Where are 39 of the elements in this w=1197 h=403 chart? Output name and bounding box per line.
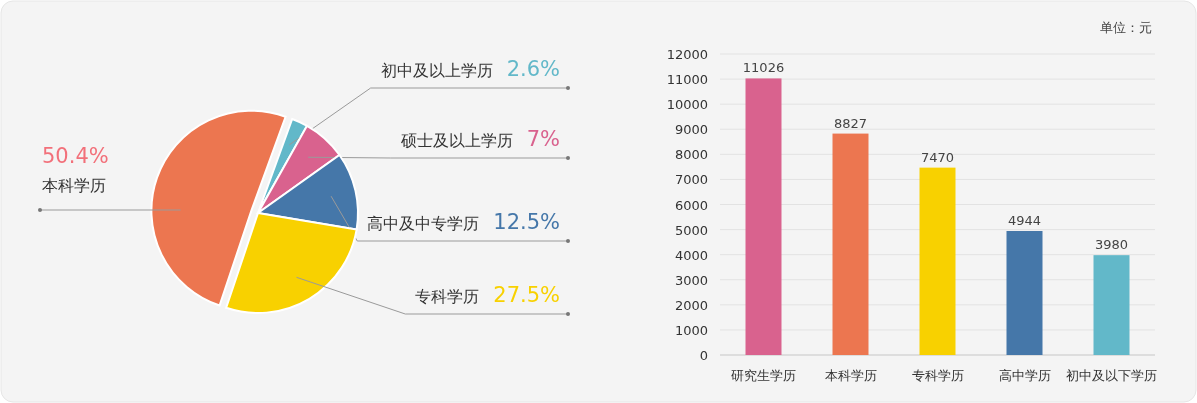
slice-label: 硕士及以上学历	[399, 131, 513, 150]
y-tick-label: 7000	[674, 172, 708, 188]
y-tick-label: 0	[699, 348, 708, 363]
data-label: 2.6%	[506, 57, 560, 81]
data-label: 12.5%	[493, 210, 560, 234]
y-tick-label: 8000	[674, 147, 708, 163]
data-label: 3980	[1094, 237, 1129, 253]
x-tick-label: 初中及以下学历	[1066, 368, 1157, 383]
y-tick-label: 2000	[674, 297, 708, 313]
bar	[919, 167, 956, 355]
y-tick-label: 5000	[674, 222, 708, 238]
bar	[832, 133, 869, 355]
bar	[1093, 255, 1130, 355]
text: 单位：元	[1100, 20, 1152, 35]
y-tick-label: 3000	[674, 272, 708, 288]
y-tick-label: 11000	[666, 72, 708, 88]
data-label: 4944	[1007, 212, 1042, 228]
x-tick-label: 本科学历	[824, 368, 877, 383]
data-label: 7%	[526, 127, 560, 151]
x-tick-label: 研究生学历	[731, 368, 796, 383]
y-tick-label: 9000	[674, 122, 708, 138]
slice-label: 本科学历	[42, 176, 106, 195]
y-tick-label: 1000	[674, 322, 708, 338]
x-tick-label: 高中学历	[998, 368, 1051, 383]
data-label: 8827	[833, 115, 868, 131]
data-label: 7470	[920, 149, 955, 165]
slice-label: 高中及中专学历	[367, 214, 480, 233]
data-label: 50.4%	[42, 144, 109, 168]
slice-label: 专科学历	[415, 287, 480, 306]
bar	[745, 78, 782, 355]
y-tick-label: 12000	[666, 47, 708, 62]
slice-label: 初中及以上学历	[380, 61, 493, 80]
data-label: 27.5%	[493, 283, 560, 307]
y-tick-label: 4000	[674, 247, 708, 263]
data-label: 11026	[742, 60, 785, 76]
bar	[1006, 230, 1043, 355]
x-tick-label: 专科学历	[911, 368, 964, 383]
y-tick-label: 6000	[674, 197, 708, 213]
y-tick-label: 10000	[666, 97, 708, 113]
